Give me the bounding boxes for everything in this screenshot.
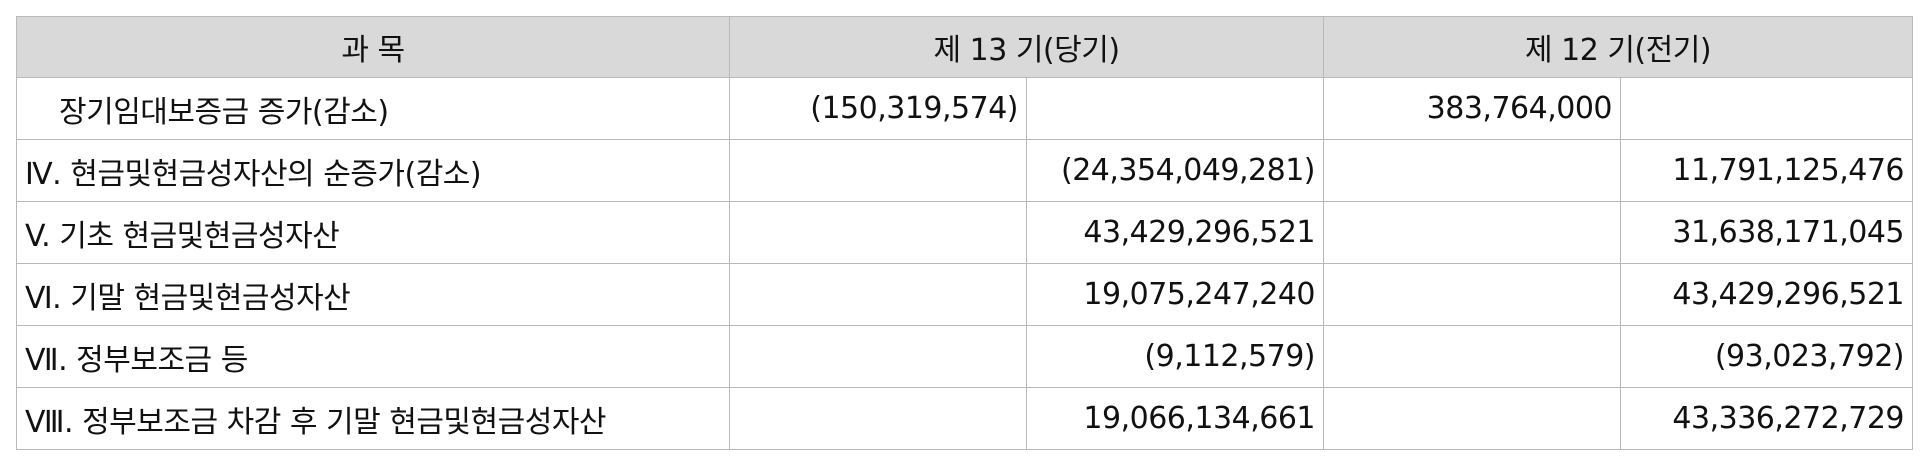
row-label: Ⅳ. 현금및현금성자산의 순증가(감소) <box>16 139 730 202</box>
table-row: Ⅳ. 현금및현금성자산의 순증가(감소) (24,354,049,281) 11… <box>16 139 1913 202</box>
header-row: 과 목 제 13 기(당기) 제 12 기(전기) <box>16 16 1913 78</box>
previous-detail-value <box>1323 387 1621 450</box>
current-detail-value <box>729 263 1027 326</box>
table-row: V. 기초 현금및현금성자산 43,429,296,521 31,638,171… <box>16 201 1913 264</box>
previous-total-value: 43,336,272,729 <box>1620 387 1913 450</box>
previous-total-value: 11,791,125,476 <box>1620 139 1913 202</box>
cash-flow-statement: 과 목 제 13 기(당기) 제 12 기(전기) 장기임대보증금 증가(감소)… <box>16 16 1913 450</box>
previous-detail-value: 383,764,000 <box>1323 77 1621 140</box>
header-previous-period: 제 12 기(전기) <box>1323 16 1913 78</box>
previous-detail-value <box>1323 263 1621 326</box>
current-detail-value <box>729 325 1027 388</box>
current-detail-value <box>729 139 1027 202</box>
current-detail-value <box>729 387 1027 450</box>
table-row: Ⅶ. 정부보조금 등 (9,112,579) (93,023,792) <box>16 325 1913 388</box>
previous-detail-value <box>1323 325 1621 388</box>
current-detail-value <box>729 201 1027 264</box>
current-total-value <box>1026 77 1324 140</box>
header-subject: 과 목 <box>16 16 730 78</box>
row-label: Ⅶ. 정부보조금 등 <box>16 325 730 388</box>
row-label: V. 기초 현금및현금성자산 <box>16 201 730 264</box>
previous-total-value: 43,429,296,521 <box>1620 263 1913 326</box>
previous-total-value: (93,023,792) <box>1620 325 1913 388</box>
current-total-value: (24,354,049,281) <box>1026 139 1324 202</box>
current-total-value: (9,112,579) <box>1026 325 1324 388</box>
cash-flow-table: 과 목 제 13 기(당기) 제 12 기(전기) 장기임대보증금 증가(감소)… <box>16 16 1913 450</box>
previous-total-value: 31,638,171,045 <box>1620 201 1913 264</box>
table-row: Ⅷ. 정부보조금 차감 후 기말 현금및현금성자산 19,066,134,661… <box>16 387 1913 450</box>
row-label: 장기임대보증금 증가(감소) <box>16 77 730 140</box>
current-total-value: 43,429,296,521 <box>1026 201 1324 264</box>
table-row: Ⅵ. 기말 현금및현금성자산 19,075,247,240 43,429,296… <box>16 263 1913 326</box>
previous-total-value <box>1620 77 1913 140</box>
current-detail-value: (150,319,574) <box>729 77 1027 140</box>
current-total-value: 19,066,134,661 <box>1026 387 1324 450</box>
row-label: Ⅵ. 기말 현금및현금성자산 <box>16 263 730 326</box>
header-current-period: 제 13 기(당기) <box>729 16 1324 78</box>
row-label: Ⅷ. 정부보조금 차감 후 기말 현금및현금성자산 <box>16 387 730 450</box>
previous-detail-value <box>1323 201 1621 264</box>
table-row: 장기임대보증금 증가(감소) (150,319,574) 383,764,000 <box>16 77 1913 140</box>
current-total-value: 19,075,247,240 <box>1026 263 1324 326</box>
previous-detail-value <box>1323 139 1621 202</box>
